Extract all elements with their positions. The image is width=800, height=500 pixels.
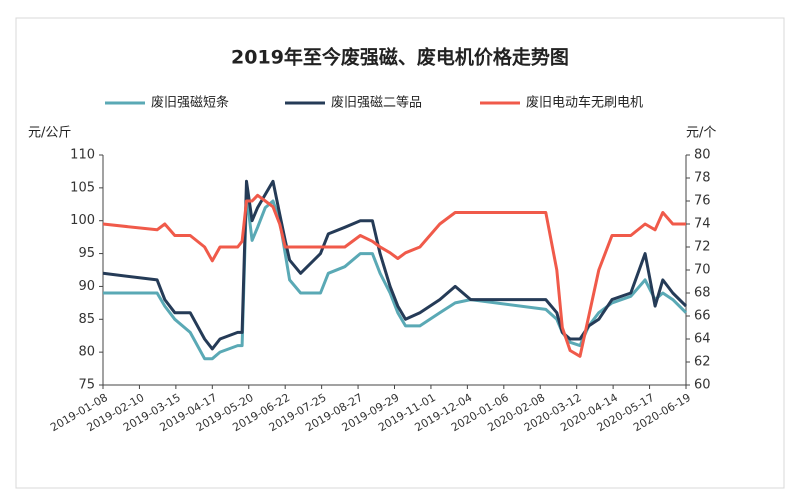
y-tick-label: 105 <box>70 180 95 195</box>
legend-label: 废旧强磁二等品 <box>331 95 422 111</box>
legend-label: 废旧强磁短条 <box>151 95 229 111</box>
y2-tick-label: 60 <box>694 378 711 393</box>
series-line <box>102 193 686 358</box>
chart-title: 2019年至今废强磁、废电机价格走势图 <box>231 46 569 69</box>
y-tick-label: 75 <box>78 378 95 393</box>
y2-tick-label: 78 <box>694 171 711 186</box>
y2-tick-label: 66 <box>694 309 711 324</box>
y2-tick-label: 62 <box>694 355 711 370</box>
y-tick-label: 100 <box>70 213 95 228</box>
y-tick-label: 90 <box>78 279 95 294</box>
y2-tick-label: 74 <box>694 217 711 232</box>
y-axis-label: 元/公斤 <box>28 126 71 141</box>
y2-tick-label: 76 <box>694 194 711 209</box>
series-line <box>103 192 688 361</box>
y-tick-label: 110 <box>70 148 95 163</box>
legend-label: 废旧电动车无刷电机 <box>526 95 643 111</box>
y2-tick-label: 72 <box>694 240 711 255</box>
y2-tick-label: 68 <box>694 286 711 301</box>
series-line <box>102 179 688 351</box>
chart-frame <box>15 17 785 489</box>
y2-tick-label: 64 <box>694 332 711 347</box>
y2-tick-label: 80 <box>694 148 711 163</box>
y-tick-label: 85 <box>78 312 95 327</box>
y2-tick-label: 70 <box>694 263 711 278</box>
y-tick-label: 95 <box>78 246 95 261</box>
y2-axis-label: 元/个 <box>686 126 716 141</box>
y-tick-label: 80 <box>78 345 95 360</box>
